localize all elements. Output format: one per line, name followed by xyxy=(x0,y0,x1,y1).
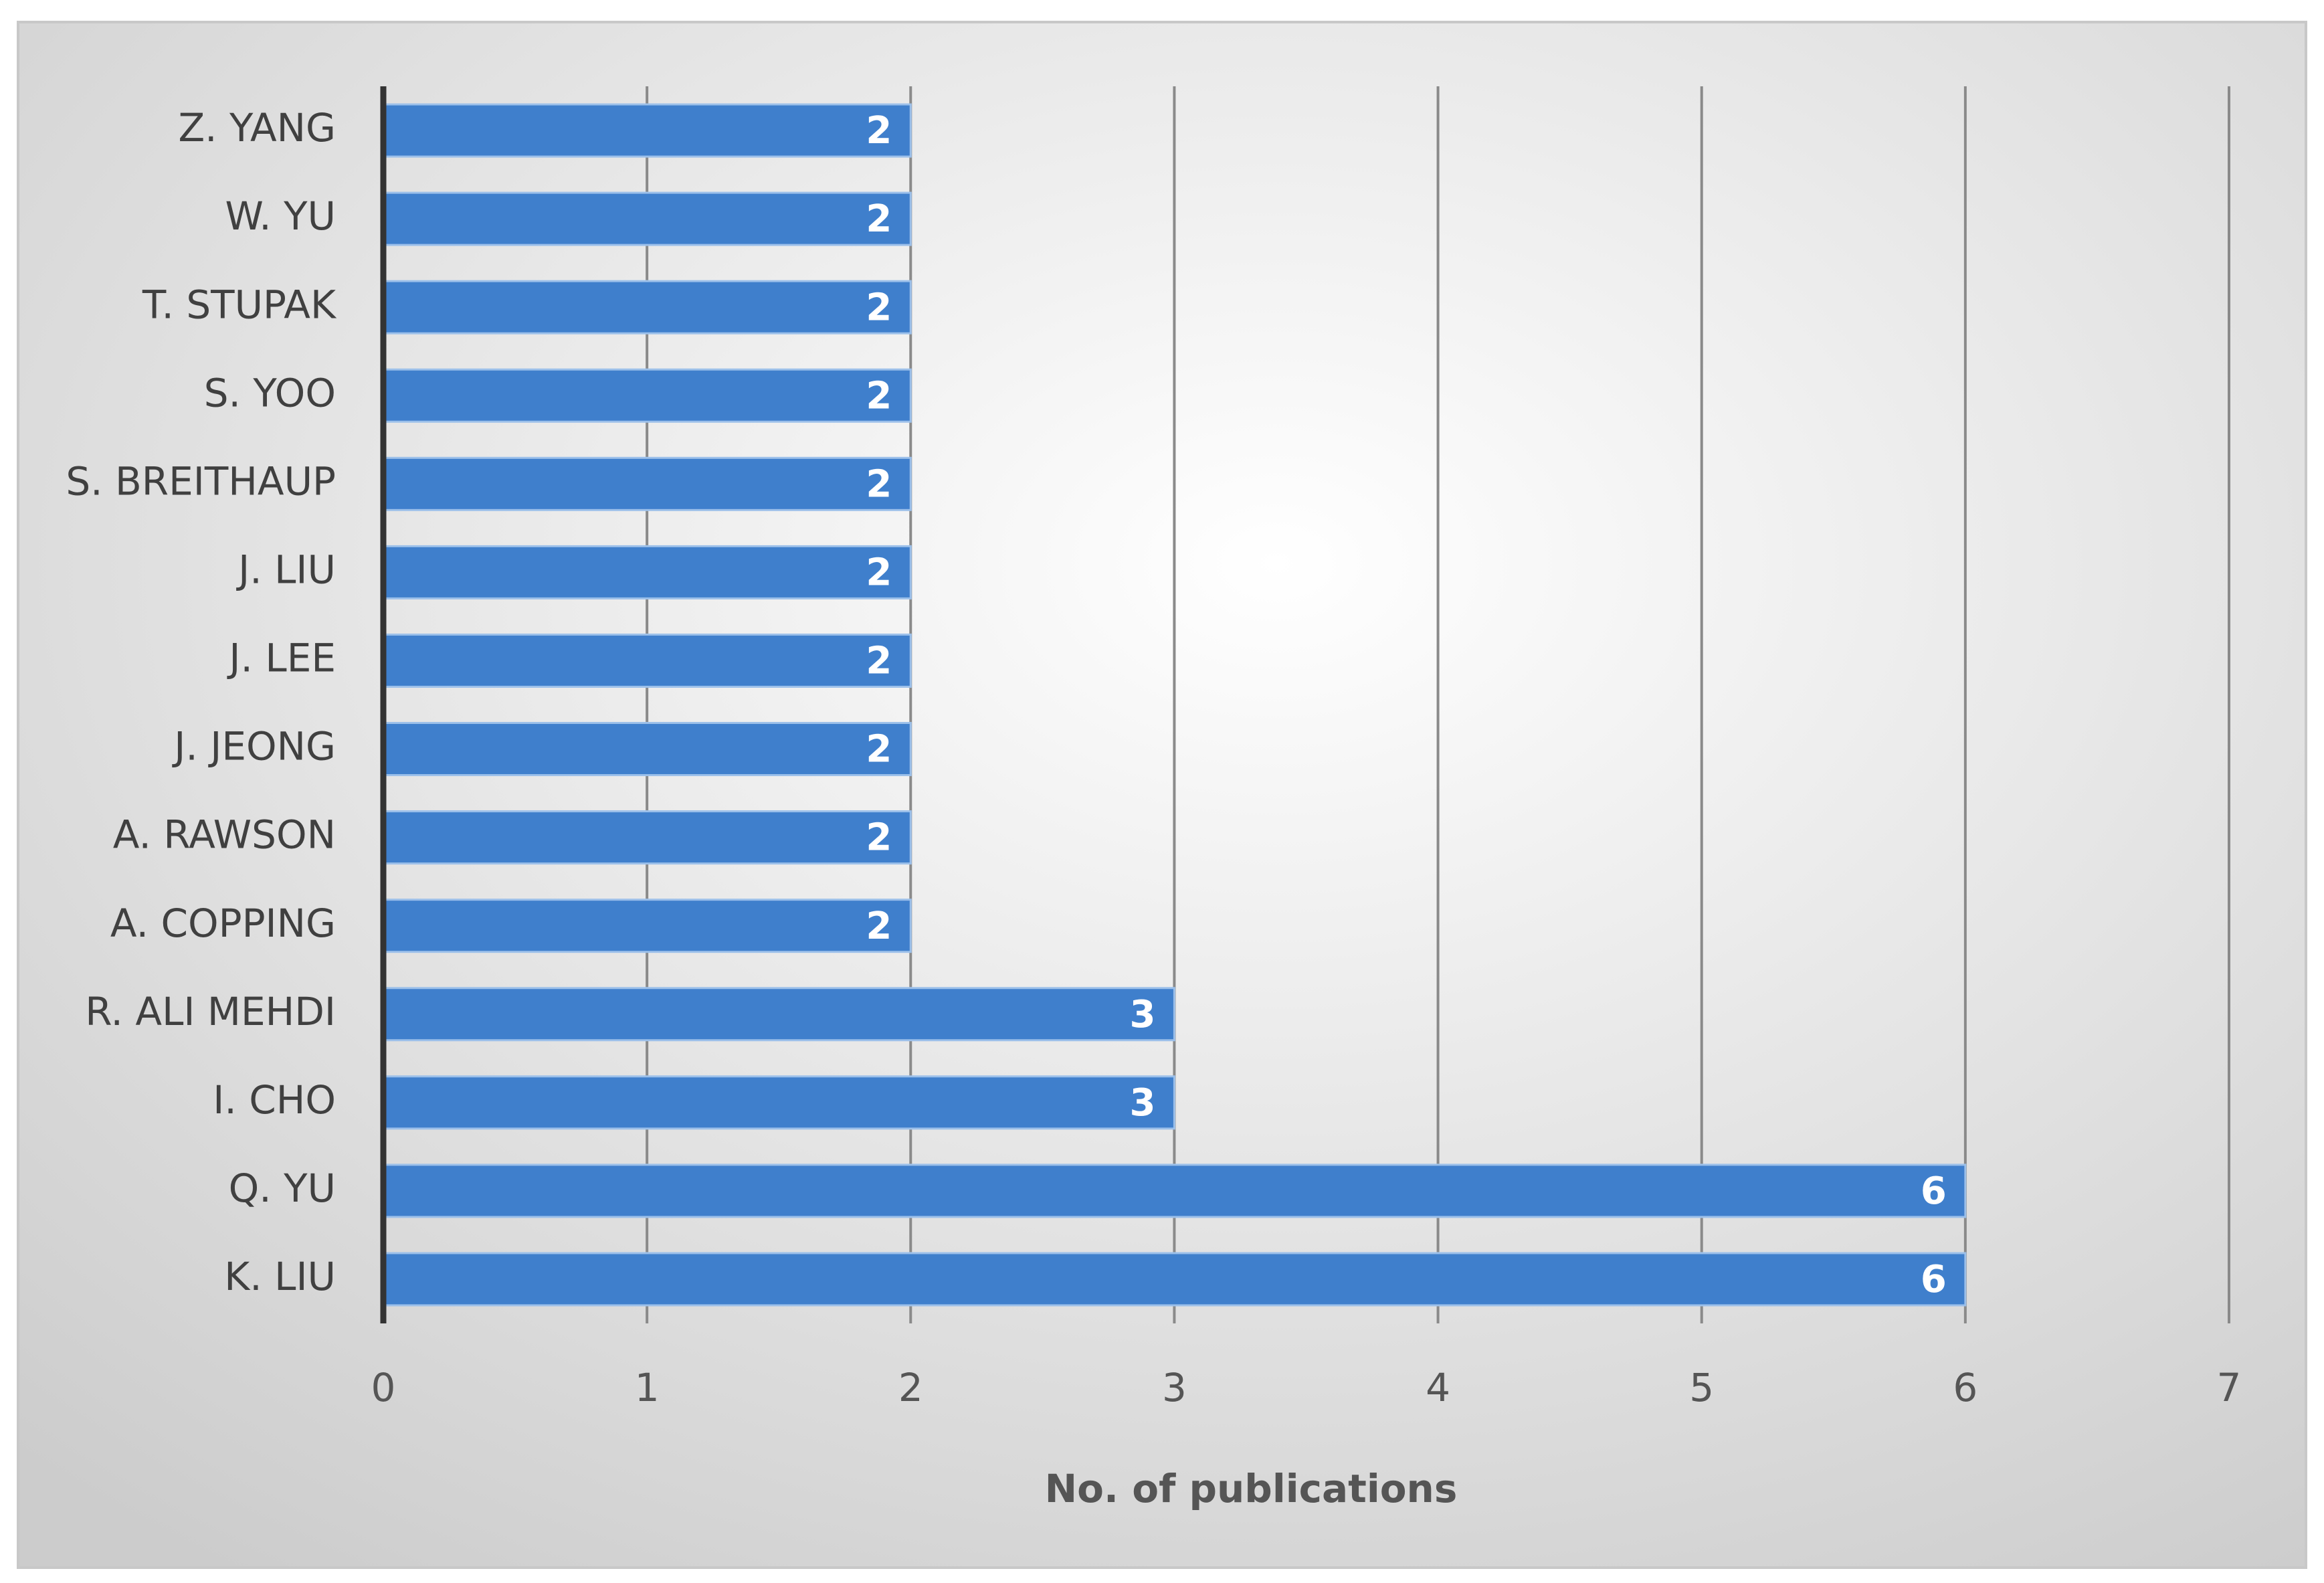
y-tick-label: J. LIU xyxy=(236,547,336,593)
bar xyxy=(382,191,912,246)
bar xyxy=(382,899,912,953)
bar xyxy=(382,722,912,777)
data-label: 2 xyxy=(866,374,892,417)
data-label: 2 xyxy=(866,551,892,595)
x-tick-label: 3 xyxy=(1162,1365,1187,1410)
chart-background xyxy=(17,21,2307,1569)
data-label: 3 xyxy=(1129,1081,1155,1125)
y-tick-label: T. STUPAK xyxy=(142,282,337,327)
y-tick-label: S. YOO xyxy=(204,370,336,415)
bar xyxy=(382,810,912,865)
bar xyxy=(382,1252,1967,1307)
bar xyxy=(382,633,912,688)
bar xyxy=(382,456,912,511)
bar xyxy=(382,280,912,335)
y-tick-label: R. ALI MEHDI xyxy=(85,989,336,1034)
x-tick-label: 2 xyxy=(898,1365,923,1410)
data-label: 2 xyxy=(866,197,892,241)
data-label: 2 xyxy=(866,640,892,683)
x-tick-label: 5 xyxy=(1689,1365,1714,1410)
data-label: 2 xyxy=(866,286,892,329)
y-tick-label: A. RAWSON xyxy=(113,812,336,858)
x-tick-label: 1 xyxy=(635,1365,660,1410)
data-label: 2 xyxy=(866,905,892,948)
bar xyxy=(382,1075,1175,1130)
y-tick-label: K. LIU xyxy=(224,1254,336,1299)
y-tick-label: S. BREITHAUP xyxy=(66,458,336,504)
bar xyxy=(382,103,912,158)
data-label: 2 xyxy=(866,462,892,506)
y-tick-label: A. COPPING xyxy=(110,901,336,946)
data-label: 2 xyxy=(866,728,892,771)
data-label: 2 xyxy=(866,109,892,153)
bar xyxy=(382,545,912,599)
x-tick-label: 0 xyxy=(371,1365,396,1410)
y-tick-label: W. YU xyxy=(225,193,336,239)
bar xyxy=(382,1163,1967,1218)
y-tick-label: J. LEE xyxy=(227,636,336,681)
x-tick-label: 6 xyxy=(1953,1365,1977,1410)
data-label: 3 xyxy=(1129,993,1155,1036)
data-label: 6 xyxy=(1921,1170,1947,1213)
x-tick-label: 4 xyxy=(1426,1365,1450,1410)
y-tick-label: Q. YU xyxy=(229,1166,336,1211)
bar xyxy=(382,368,912,423)
y-tick-label: J. JEONG xyxy=(172,724,336,769)
x-tick-label: 7 xyxy=(2217,1365,2242,1410)
data-label: 6 xyxy=(1921,1258,1947,1301)
x-axis-title: No. of publications xyxy=(1045,1466,1458,1511)
y-tick-label: I. CHO xyxy=(213,1077,336,1123)
bar xyxy=(382,987,1175,1042)
y-tick-label: Z. YANG xyxy=(178,105,336,151)
data-label: 2 xyxy=(866,816,892,860)
